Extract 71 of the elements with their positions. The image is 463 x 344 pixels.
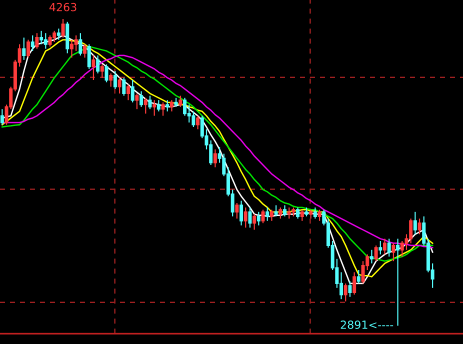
candlestick	[135, 92, 139, 110]
candlestick	[130, 79, 134, 103]
candlestick	[166, 100, 170, 112]
candlestick	[30, 34, 34, 52]
candlestick	[352, 272, 356, 296]
candlestick	[274, 204, 278, 217]
candlestick	[283, 204, 287, 217]
candlestick	[270, 209, 274, 222]
candlestick	[113, 70, 117, 90]
candlestick	[387, 238, 391, 258]
candlestick	[300, 209, 304, 222]
candlestick	[348, 280, 352, 298]
candlestick	[374, 244, 378, 262]
candlestick	[313, 206, 317, 220]
candlestick	[26, 39, 30, 58]
candlestick	[261, 209, 265, 224]
candlestick	[278, 206, 282, 220]
candlestick	[292, 206, 296, 217]
candlestick	[22, 37, 26, 60]
candlestick	[92, 54, 96, 81]
candlestick	[174, 97, 178, 108]
candlestick	[140, 90, 144, 108]
candlestick	[118, 77, 122, 94]
candlestick	[396, 238, 400, 326]
candlestick	[144, 97, 148, 114]
candlestick	[213, 148, 217, 168]
candlestick	[378, 240, 382, 255]
candlestick	[96, 54, 100, 74]
candlestick	[83, 44, 87, 58]
candlestick	[418, 218, 422, 235]
candlestick	[413, 211, 417, 235]
candlestick	[104, 64, 108, 83]
candlestick	[318, 209, 322, 222]
candlestick	[252, 214, 256, 230]
candlestick	[61, 18, 65, 38]
candlestick	[309, 209, 313, 220]
candlestick	[56, 28, 60, 40]
candlestick	[44, 32, 48, 50]
candlestick	[66, 21, 70, 54]
candlestick	[178, 95, 182, 108]
candlestick	[287, 206, 291, 220]
candlestick	[100, 64, 104, 78]
candlestick	[48, 34, 52, 48]
candlestick	[248, 206, 252, 228]
candlestick	[240, 200, 244, 226]
candlestick	[356, 269, 360, 284]
annotation: 2891<----	[340, 320, 394, 329]
candlestick	[122, 77, 126, 96]
candlestick	[126, 84, 130, 101]
text: 4263	[49, 2, 76, 12]
candlestick	[304, 206, 308, 217]
candlestick	[344, 282, 348, 302]
candlestick	[148, 95, 152, 110]
candlestick	[256, 211, 260, 226]
candlestick	[78, 32, 82, 56]
candlestick	[196, 115, 200, 130]
candlestick	[170, 100, 174, 112]
candlestick	[296, 206, 300, 220]
candlestick	[40, 30, 44, 45]
candlestick	[0, 108, 4, 126]
candlestick	[161, 102, 165, 116]
candlestick	[156, 100, 160, 112]
candlestick	[382, 238, 386, 255]
candlestick	[109, 72, 113, 88]
candlestick	[35, 32, 39, 50]
candlestick	[235, 202, 239, 220]
candlestick	[392, 242, 396, 262]
candlestick	[244, 206, 248, 228]
candlestick	[152, 100, 156, 116]
candlestick	[370, 249, 374, 264]
candlestick	[266, 206, 270, 222]
